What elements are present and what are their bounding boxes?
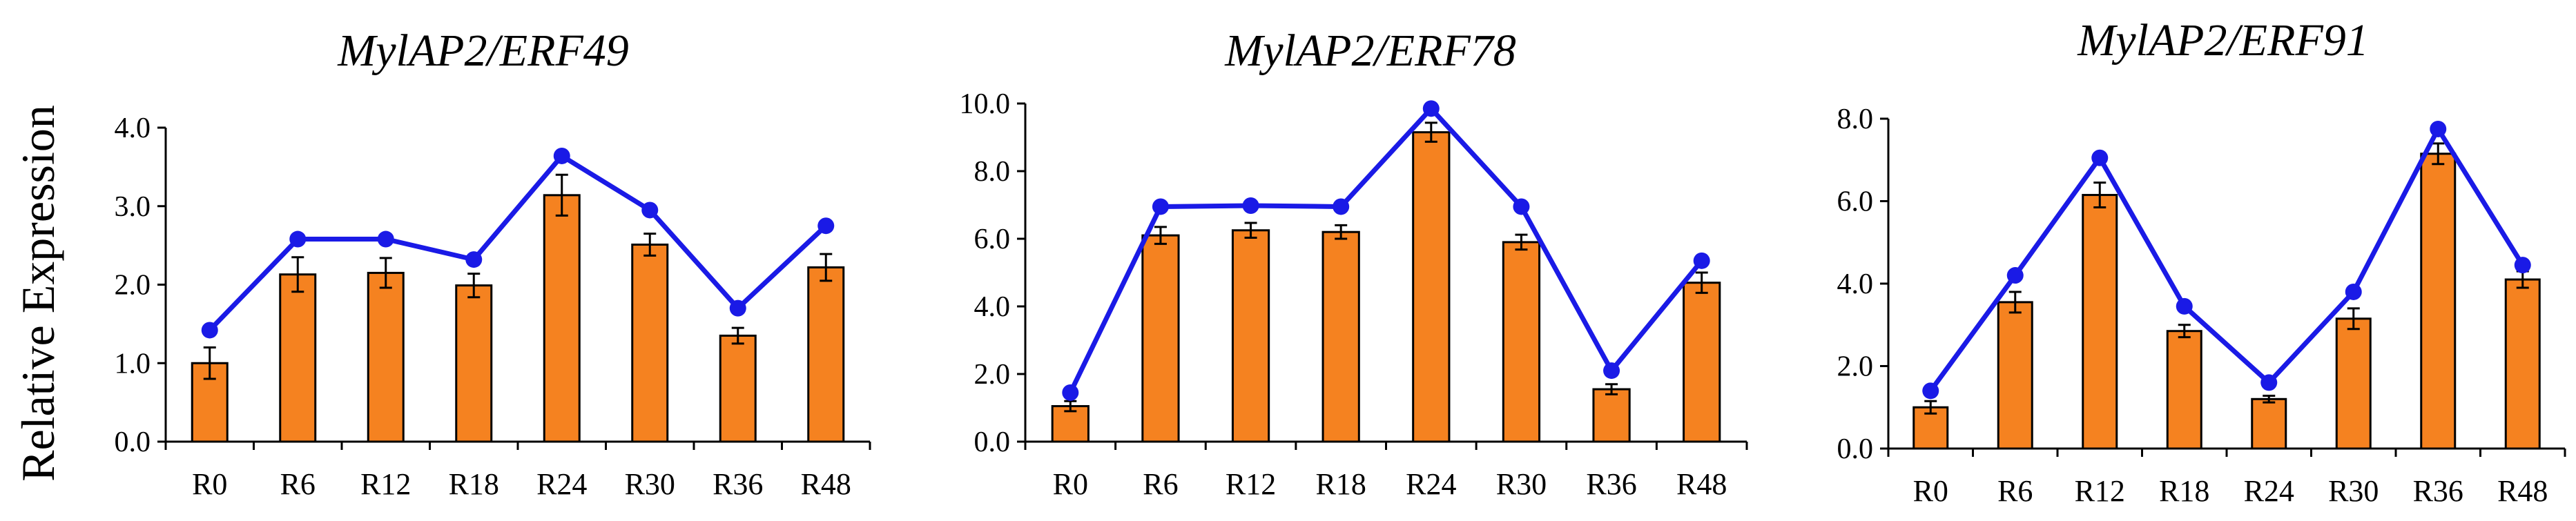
bar	[2420, 153, 2457, 450]
bar	[1321, 230, 1360, 443]
line-point	[1693, 252, 1710, 269]
bar	[455, 284, 493, 443]
line-point	[641, 201, 659, 219]
line-point	[553, 147, 570, 164]
x-tick-label: R30	[2328, 474, 2379, 508]
line-point	[1513, 198, 1530, 215]
line-point	[1062, 384, 1079, 401]
x-tick-label: R48	[801, 467, 851, 501]
x-tick-label: R36	[1586, 467, 1636, 501]
line-point	[2345, 283, 2362, 300]
bar	[1231, 229, 1270, 443]
y-tick-label: 8.0	[1837, 104, 1874, 135]
trend-line	[1928, 126, 2525, 393]
line-point	[2091, 149, 2109, 166]
chart-panel-erf78: MylAP2/ERF78 0.0 2.0 4.0 6.0 8.0 10.0 R0 R6 R12 R1…	[960, 26, 1748, 501]
line-point	[2430, 120, 2447, 137]
bar	[2335, 317, 2372, 450]
x-tick-label: R36	[2413, 474, 2463, 508]
bar	[1592, 388, 1631, 443]
bar	[191, 362, 229, 443]
y-tick-label: 4.0	[1837, 268, 1874, 300]
y-tick-label: 8.0	[974, 156, 1011, 188]
y-tick-label: 3.0	[115, 191, 151, 223]
line-point	[2260, 374, 2278, 391]
x-tick-label: R18	[2159, 474, 2209, 508]
bar	[2166, 330, 2202, 450]
y-tick-label: 2.0	[115, 270, 151, 302]
y-tick-label: 6.0	[974, 224, 1011, 255]
chart-title: MylAP2/ERF49	[337, 26, 629, 76]
bar	[807, 266, 845, 443]
bar	[367, 271, 405, 443]
x-tick-label: R0	[1913, 474, 1948, 508]
y-tick-label: 0.0	[1837, 433, 1874, 465]
bar	[1141, 234, 1180, 443]
y-tick-label: 10.0	[960, 88, 1011, 120]
y-tick-label: 6.0	[1837, 186, 1874, 218]
x-tick-label: R24	[2244, 474, 2294, 508]
y-tick-label: 2.0	[974, 359, 1011, 391]
x-tick-label: R12	[1226, 467, 1276, 501]
bar	[1412, 131, 1451, 443]
x-tick-label: R24	[536, 467, 587, 501]
line-point	[377, 230, 394, 248]
bar	[1683, 282, 1721, 443]
line-point	[1333, 198, 1350, 215]
y-tick-label: 4.0	[974, 291, 1011, 323]
line-point	[1242, 197, 1259, 214]
y-tick-label: 4.0	[115, 112, 151, 144]
bar	[1502, 241, 1541, 443]
x-tick-label: R6	[1143, 467, 1178, 501]
x-tick-label: R36	[713, 467, 763, 501]
line-point	[1152, 198, 1169, 215]
y-tick-label: 1.0	[115, 348, 151, 380]
x-tick-label: R30	[1496, 467, 1547, 501]
chart-panel-erf49: MylAP2/ERF49 0.0 1.0 2.0 3.0 4.0 R0 R6 R12 R18 R24…	[115, 26, 871, 501]
bar	[719, 334, 757, 443]
x-tick-label: R24	[1406, 467, 1456, 501]
line-point	[2006, 267, 2024, 284]
bar	[2504, 278, 2541, 450]
bar	[1997, 301, 2033, 450]
x-tick-label: R18	[449, 467, 499, 501]
bar	[279, 273, 317, 443]
line-point	[729, 299, 746, 317]
bar	[631, 243, 669, 443]
y-tick-label: 0.0	[115, 426, 151, 458]
line-point	[201, 322, 218, 339]
y-tick-label: 0.0	[974, 426, 1011, 458]
bar	[2082, 194, 2118, 450]
line-point	[465, 251, 483, 268]
trend-line	[1068, 106, 1704, 394]
x-tick-label: R0	[192, 467, 227, 501]
line-point	[1422, 100, 1440, 117]
x-tick-label: R12	[360, 467, 411, 501]
line-point	[817, 217, 835, 235]
x-tick-label: R18	[1316, 467, 1366, 501]
chart-title: MylAP2/ERF91	[2077, 15, 2369, 66]
x-tick-label: R30	[625, 467, 675, 501]
chart-panel-erf91: MylAP2/ERF91 0.0 2.0 4.0 6.0 8.0 R0 R6 R12 R18 R24…	[1837, 15, 2566, 508]
x-tick-label: R0	[1053, 467, 1088, 501]
x-tick-label: R6	[280, 467, 316, 501]
y-axis-label: Relative Expression	[12, 105, 64, 482]
bar	[2251, 397, 2287, 450]
x-tick-label: R12	[2075, 474, 2125, 508]
line-point	[1603, 362, 1620, 380]
y-tick-label: 2.0	[1837, 351, 1874, 383]
chart-title: MylAP2/ERF78	[1224, 26, 1516, 76]
trend-line	[208, 153, 828, 332]
line-point	[2176, 297, 2193, 315]
line-point	[2514, 257, 2531, 274]
x-tick-label: R48	[2497, 474, 2548, 508]
x-tick-label: R6	[1997, 474, 2033, 508]
line-point	[289, 230, 307, 248]
line-point	[1922, 382, 1939, 400]
x-tick-label: R48	[1676, 467, 1727, 501]
bar	[543, 194, 581, 443]
